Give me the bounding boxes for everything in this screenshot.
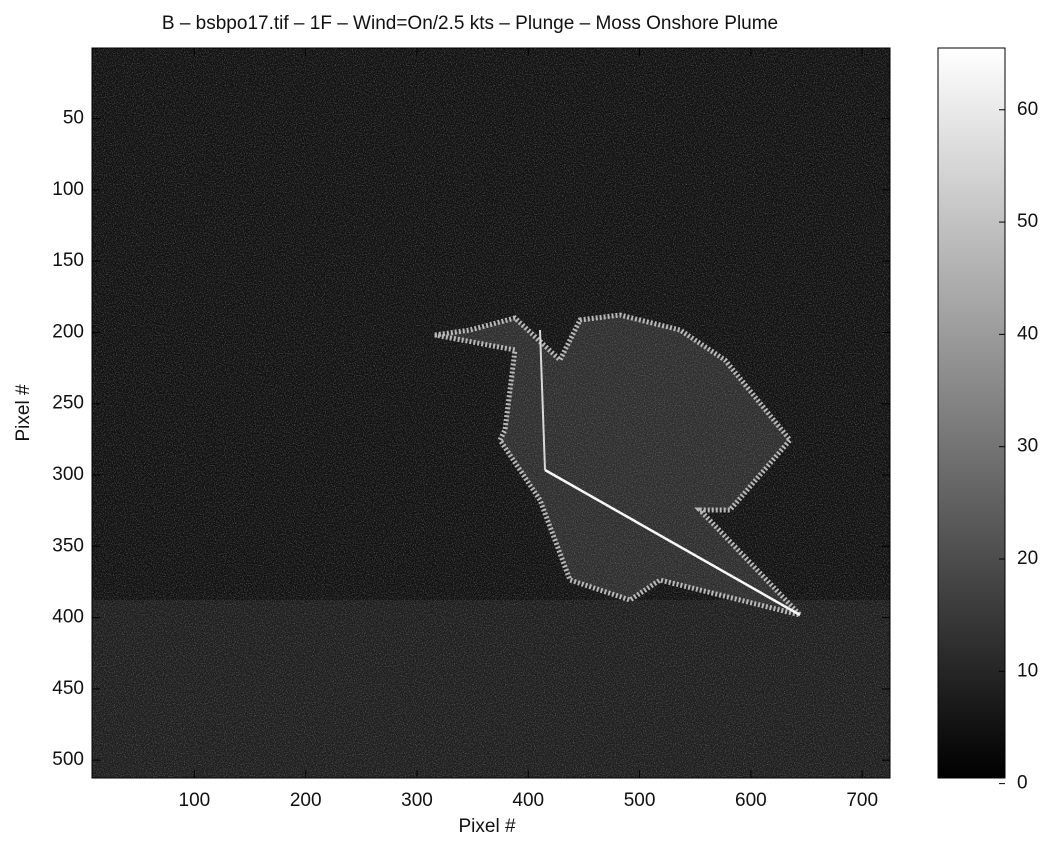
y-tick-label: 250 xyxy=(52,393,84,414)
image-noise xyxy=(92,48,890,778)
y-tick-label: 500 xyxy=(52,749,84,770)
y-tick-label: 450 xyxy=(52,678,84,699)
x-tick-label: 700 xyxy=(846,790,878,811)
x-tick-label: 400 xyxy=(512,790,544,811)
x-tick-label: 600 xyxy=(735,790,767,811)
y-tick-label: 200 xyxy=(52,321,84,342)
y-tick-label: 300 xyxy=(52,464,84,485)
x-tick-label: 100 xyxy=(179,790,211,811)
x-axis-label: Pixel # xyxy=(458,816,515,837)
y-tick-label: 400 xyxy=(52,607,84,628)
y-tick-label: 350 xyxy=(52,535,84,556)
x-tick-label: 500 xyxy=(624,790,656,811)
y-axis-label: Pixel # xyxy=(13,384,34,441)
colorbar-tick-label: 40 xyxy=(1017,323,1038,344)
colorbar-tick-label: 60 xyxy=(1017,99,1038,120)
plot-frame xyxy=(91,47,891,779)
image xyxy=(92,48,890,778)
y-tick-label: 50 xyxy=(63,108,84,129)
chart-title: B – bsbpo17.tif – 1F – Wind=On/2.5 kts –… xyxy=(162,13,778,34)
colorbar-tick-label: 50 xyxy=(1017,211,1038,232)
colorbar-tick-label: 10 xyxy=(1017,660,1038,681)
x-tick-label: 200 xyxy=(290,790,322,811)
colorbar-tick-label: 20 xyxy=(1017,548,1038,569)
colorbar xyxy=(937,47,1006,779)
y-tick-label: 100 xyxy=(52,179,84,200)
colorbar-tick-label: 30 xyxy=(1017,436,1038,457)
y-tick-label: 150 xyxy=(52,250,84,271)
x-tick-label: 300 xyxy=(401,790,433,811)
colorbar-tick-label: 0 xyxy=(1017,773,1028,794)
